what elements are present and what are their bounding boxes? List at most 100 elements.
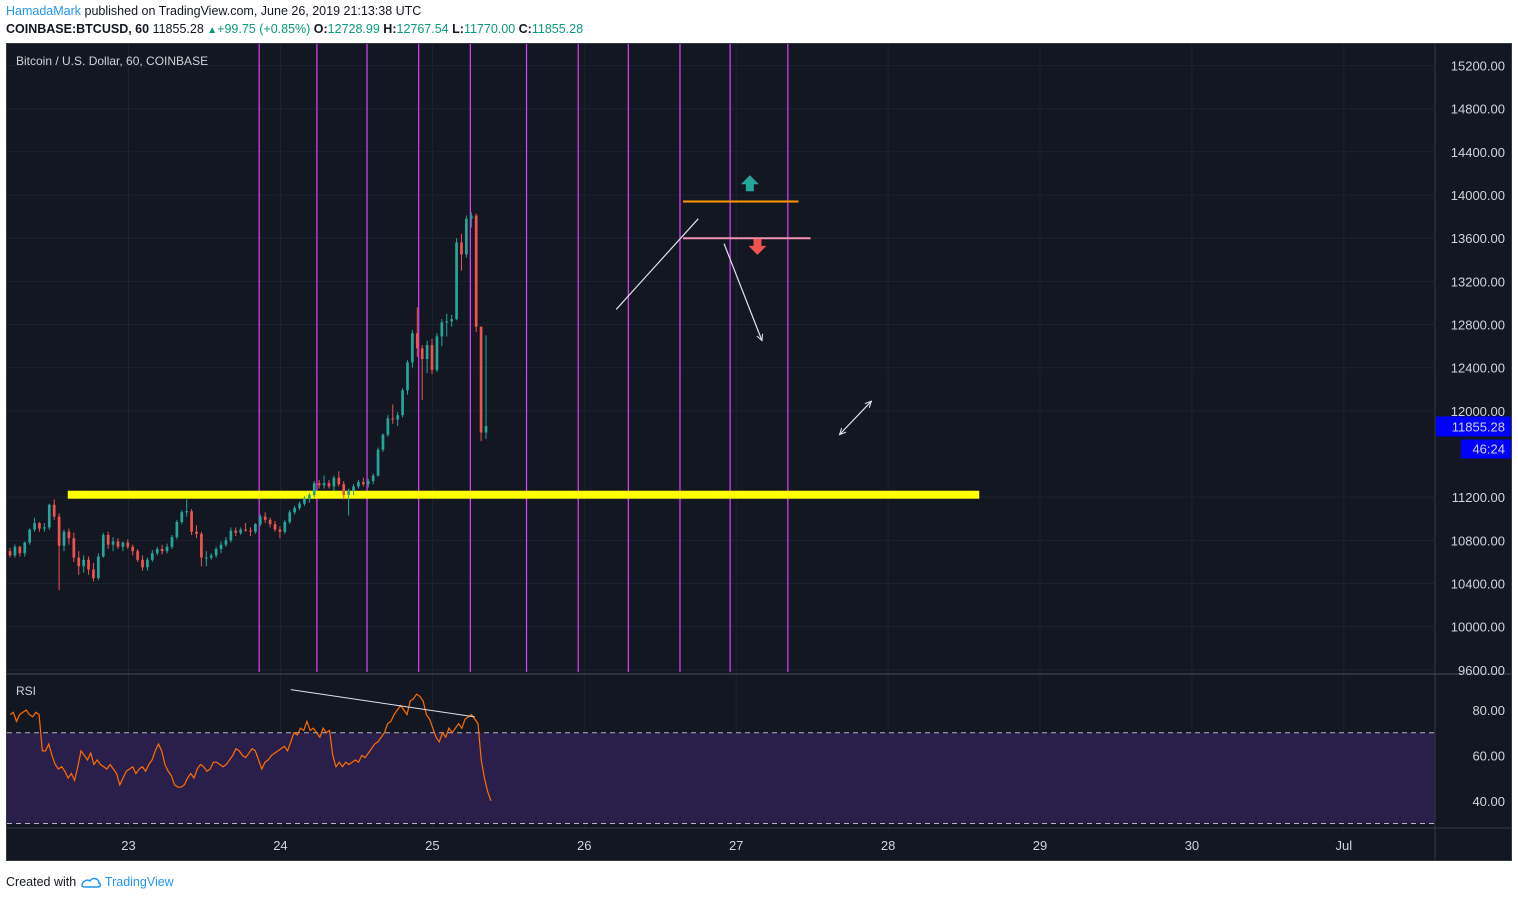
candle-body	[293, 507, 296, 513]
author-link[interactable]: HamadaMark	[6, 4, 82, 18]
candle-body	[200, 533, 203, 558]
candle-body	[23, 542, 27, 554]
trend-line	[723, 243, 763, 341]
candle-body	[33, 523, 36, 530]
price-tick-label: 13600.00	[1451, 231, 1505, 246]
rsi-band	[7, 732, 1435, 824]
axes-layer: 15200.00 14800.00 14400.00 14000.00 13600.00…	[7, 44, 1511, 860]
support-zone-layer	[67, 490, 980, 499]
drawings-layer	[615, 175, 873, 436]
current-price-label: 11855.28	[1452, 419, 1505, 434]
candle-body	[327, 483, 331, 487]
time-tick-label: Jul	[1336, 838, 1353, 853]
close-value: 11855.28	[531, 22, 584, 36]
rsi-title: RSI	[16, 684, 36, 698]
candle-body	[165, 546, 169, 552]
high-label: H:	[383, 22, 397, 36]
candle-body	[175, 522, 179, 538]
price-tick-label: 9600.00	[1458, 663, 1505, 678]
price-tick-label: 10400.00	[1451, 577, 1505, 592]
rsi-pane	[7, 689, 1435, 824]
candle-body	[455, 242, 458, 320]
candle-body	[38, 523, 41, 529]
candle-body	[347, 490, 350, 496]
chart-canvas[interactable]: 15200.00 14800.00 14400.00 14000.00 13600.00…	[7, 44, 1511, 860]
candle-body	[141, 559, 144, 568]
price-tick-label: 14400.00	[1451, 145, 1505, 160]
vertical-markers	[258, 44, 789, 672]
candle-body	[106, 534, 110, 545]
candle-body	[308, 495, 311, 499]
price-tick-label: 13200.00	[1451, 274, 1505, 289]
candle-body	[224, 540, 228, 545]
candle-body	[411, 333, 414, 363]
candle-body	[239, 529, 243, 533]
open-label: O:	[313, 22, 328, 36]
candle-body	[303, 498, 306, 504]
close-label: C:	[518, 22, 532, 36]
candle-body	[160, 548, 164, 552]
candle-body	[322, 483, 326, 486]
published-text: published on TradingView.com, June 26, 2…	[84, 4, 422, 18]
created-with-label: Created with	[6, 875, 77, 889]
candle-body	[87, 559, 90, 570]
open-value: 12728.99	[327, 22, 380, 36]
candle-body	[234, 530, 238, 533]
price-tick-label: 14800.00	[1451, 102, 1505, 117]
candle-body	[479, 326, 483, 433]
rsi-tick-label: 60.00	[1472, 748, 1505, 763]
rsi-line	[9, 693, 492, 801]
candle-body	[288, 512, 292, 523]
candle-body	[155, 548, 159, 554]
price-tick-label: 14000.00	[1451, 188, 1505, 203]
tradingview-link[interactable]: TradingView	[104, 875, 174, 889]
candle-body	[28, 529, 32, 543]
candle-body	[312, 483, 316, 496]
time-tick-label: 28	[881, 838, 895, 853]
candle-body	[82, 559, 85, 567]
low-label: L:	[452, 22, 464, 36]
arrow-up-icon	[740, 175, 759, 192]
candle-body	[92, 569, 95, 579]
publish-header: HamadaMark published on TradingView.com,…	[6, 4, 421, 18]
candle-body	[116, 541, 120, 547]
current-price-badge	[1436, 416, 1511, 437]
candle-body	[406, 362, 409, 391]
footer: Created with TradingView	[6, 872, 174, 889]
time-tick-label: 29	[1033, 838, 1047, 853]
candle-body	[111, 541, 115, 545]
candle-body	[204, 557, 208, 559]
countdown-label: 46:24	[1472, 441, 1505, 456]
candle-body	[244, 529, 247, 531]
chart-area[interactable]: 15200.00 14800.00 14400.00 14000.00 13600.00…	[6, 43, 1512, 861]
arrow-down-icon	[748, 238, 767, 255]
countdown-badge	[1461, 439, 1511, 459]
candle-body	[195, 531, 198, 534]
candle-body	[415, 333, 419, 349]
candle-body	[136, 551, 139, 560]
candle-body	[170, 537, 174, 547]
candle-body	[386, 418, 390, 435]
candle-body	[278, 529, 282, 532]
price-tick-label: 11200.00	[1452, 490, 1505, 505]
last-price: 11855.28	[152, 22, 204, 36]
candle-body	[97, 556, 100, 579]
candle-body	[72, 538, 76, 558]
candle-body	[445, 321, 449, 323]
candle-body	[249, 530, 252, 532]
candle-body	[190, 511, 193, 532]
time-tick-label: 27	[729, 838, 743, 853]
candle-body	[121, 542, 125, 547]
low-value: 11770.00	[463, 22, 516, 36]
candle-body	[396, 415, 400, 420]
trend-line	[615, 218, 699, 310]
time-tick-label: 23	[121, 838, 135, 853]
up-triangle-icon: ▲	[207, 25, 218, 36]
candle-body	[77, 557, 81, 567]
chart-title: Bitcoin / U.S. Dollar, 60, COINBASE	[16, 54, 208, 68]
price-tick-label: 10000.00	[1451, 620, 1505, 635]
candle-body	[298, 503, 301, 508]
candle-body	[391, 418, 395, 420]
candle-body	[357, 482, 360, 487]
price-change: +99.75 (+0.85%)	[217, 22, 311, 36]
